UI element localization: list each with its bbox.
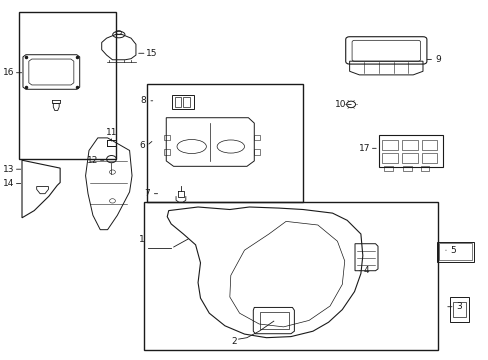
Bar xyxy=(401,153,417,163)
Bar xyxy=(420,166,428,171)
Bar xyxy=(183,97,190,107)
Bar xyxy=(172,95,194,109)
Bar xyxy=(421,153,436,163)
Text: 9: 9 xyxy=(434,55,440,64)
Text: 1: 1 xyxy=(139,235,144,244)
Text: 4: 4 xyxy=(363,266,369,275)
Bar xyxy=(378,135,442,167)
Text: 17: 17 xyxy=(358,144,370,153)
Bar xyxy=(174,97,181,107)
Bar xyxy=(421,140,436,150)
Bar xyxy=(163,135,169,140)
Bar xyxy=(144,202,437,350)
Text: 5: 5 xyxy=(449,246,455,255)
Text: 14: 14 xyxy=(3,179,15,188)
Bar xyxy=(163,149,169,155)
Text: 7: 7 xyxy=(143,189,149,198)
Text: 10: 10 xyxy=(334,100,346,109)
Bar xyxy=(383,166,392,171)
Bar xyxy=(260,312,288,329)
Bar xyxy=(452,302,465,317)
Bar xyxy=(146,84,303,202)
Bar xyxy=(254,135,260,140)
Text: 8: 8 xyxy=(140,96,146,105)
Bar xyxy=(438,243,471,260)
Text: 2: 2 xyxy=(230,337,236,346)
Bar xyxy=(449,297,468,322)
Bar xyxy=(19,12,116,159)
Bar xyxy=(382,153,397,163)
Text: 6: 6 xyxy=(139,141,144,150)
Text: 13: 13 xyxy=(3,165,15,174)
Bar xyxy=(403,166,411,171)
Text: 12: 12 xyxy=(87,156,99,165)
Bar xyxy=(254,149,260,155)
Text: 15: 15 xyxy=(145,49,157,58)
Text: 3: 3 xyxy=(455,302,461,311)
Text: 11: 11 xyxy=(105,128,117,137)
Bar xyxy=(401,140,417,150)
Text: 16: 16 xyxy=(3,68,15,77)
Bar xyxy=(382,140,397,150)
